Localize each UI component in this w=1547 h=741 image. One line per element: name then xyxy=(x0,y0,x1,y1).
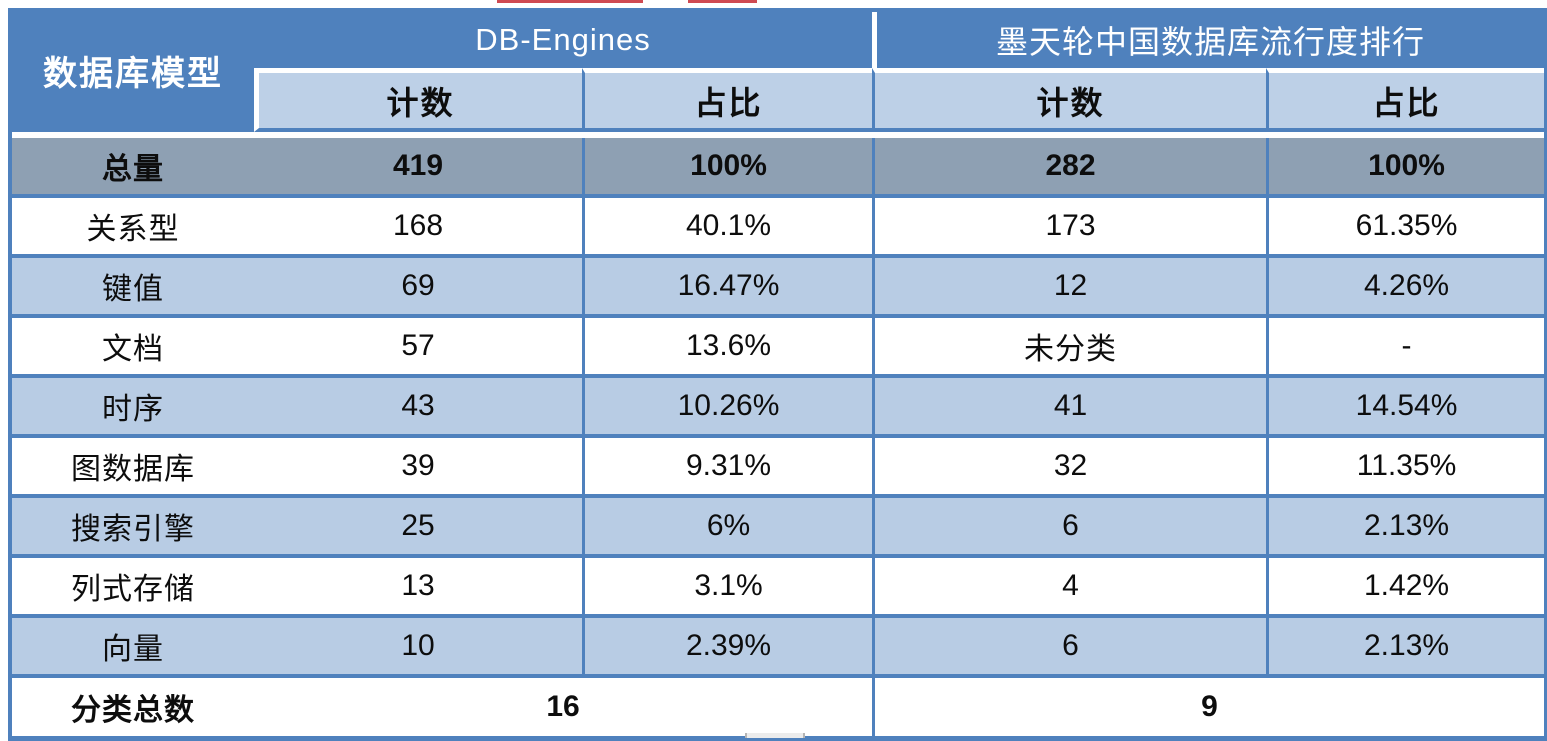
column-header-count-motianlun: 计数 xyxy=(872,68,1267,132)
table-row-search-engine: 搜索引擎 25 6% 6 2.13% xyxy=(12,498,1545,558)
row-label: 总量 xyxy=(12,138,254,198)
row-label: 时序 xyxy=(12,378,254,438)
column-header-share-dbengines: 占比 xyxy=(582,68,873,132)
table-cell: 4 xyxy=(872,558,1267,618)
column-group-db-engines: DB-Engines xyxy=(254,12,873,68)
table-cell: 6 xyxy=(872,618,1267,678)
table-cell: 10.26% xyxy=(582,378,873,438)
table-row-key-value: 键值 69 16.47% 12 4.26% xyxy=(12,258,1545,318)
table-cell: 419 xyxy=(254,138,582,198)
table-row-document: 文档 57 13.6% 未分类 - xyxy=(12,318,1545,378)
table-cell: 2.13% xyxy=(1266,498,1545,558)
row-label: 向量 xyxy=(12,618,254,678)
table-cell: 32 xyxy=(872,438,1267,498)
table-cell: 2.13% xyxy=(1266,618,1545,678)
row-label: 列式存储 xyxy=(12,558,254,618)
spacer-cell xyxy=(12,132,254,138)
table-row-columnar: 列式存储 13 3.1% 4 1.42% xyxy=(12,558,1545,618)
table-cell: 12 xyxy=(872,258,1267,318)
table-cell: 41 xyxy=(872,378,1267,438)
table-cell: 40.1% xyxy=(582,198,873,258)
table-header: 数据库模型 DB-Engines 墨天轮中国数据库流行度排行 计数 占比 计数 … xyxy=(12,12,1545,132)
column-header-count-dbengines: 计数 xyxy=(254,68,582,132)
table-cell: 173 xyxy=(872,198,1267,258)
table-cell: 6 xyxy=(872,498,1267,558)
column-header-share-motianlun: 占比 xyxy=(1266,68,1545,132)
table-cell: - xyxy=(1266,318,1545,378)
row-label: 关系型 xyxy=(12,198,254,258)
row-label: 文档 xyxy=(12,318,254,378)
spacer-cell xyxy=(582,132,873,138)
table-cell: 100% xyxy=(1266,138,1545,198)
table-cell: 2.39% xyxy=(582,618,873,678)
table-cell: 168 xyxy=(254,198,582,258)
table-cell: 9.31% xyxy=(582,438,873,498)
row-label: 图数据库 xyxy=(12,438,254,498)
table-cell: 11.35% xyxy=(1266,438,1545,498)
row-label: 键值 xyxy=(12,258,254,318)
table-cell: 16 xyxy=(254,678,873,736)
table-row-graph: 图数据库 39 9.31% 32 11.35% xyxy=(12,438,1545,498)
table-cell: 43 xyxy=(254,378,582,438)
table-cell: 1.42% xyxy=(1266,558,1545,618)
header-body-spacer xyxy=(12,132,1545,138)
table-cell: 3.1% xyxy=(582,558,873,618)
table-cell: 61.35% xyxy=(1266,198,1545,258)
table-cell: 13 xyxy=(254,558,582,618)
table-row-category-total: 分类总数 16 9 xyxy=(12,678,1545,736)
table-cell: 39 xyxy=(254,438,582,498)
table-row-total: 总量 419 100% 282 100% xyxy=(12,138,1545,198)
table-row-time-series: 时序 43 10.26% 41 14.54% xyxy=(12,378,1545,438)
table-cell: 282 xyxy=(872,138,1267,198)
cropped-text-artifact xyxy=(497,0,643,3)
table-body: 总量 419 100% 282 100% 关系型 168 40.1% 173 6… xyxy=(12,132,1545,736)
table-cell: 57 xyxy=(254,318,582,378)
table-cell: 16.47% xyxy=(582,258,873,318)
table-cell: 9 xyxy=(872,678,1545,736)
table-cell: 69 xyxy=(254,258,582,318)
table-cell: 未分类 xyxy=(872,318,1267,378)
table-row-vector: 向量 10 2.39% 6 2.13% xyxy=(12,618,1545,678)
header-sub-row: 计数 占比 计数 占比 xyxy=(12,68,1545,132)
row-label: 搜索引擎 xyxy=(12,498,254,558)
table-cell: 25 xyxy=(254,498,582,558)
database-model-comparison-table: 数据库模型 DB-Engines 墨天轮中国数据库流行度排行 计数 占比 计数 … xyxy=(8,8,1547,741)
table-cell: 6% xyxy=(582,498,873,558)
header-group-row: 数据库模型 DB-Engines 墨天轮中国数据库流行度排行 xyxy=(12,12,1545,132)
spacer-cell xyxy=(872,132,1267,138)
table-cell: 4.26% xyxy=(1266,258,1545,318)
table-cell: 13.6% xyxy=(582,318,873,378)
spacer-cell xyxy=(1266,132,1545,138)
row-label: 分类总数 xyxy=(12,678,254,736)
table-cell: 10 xyxy=(254,618,582,678)
cropped-text-artifact xyxy=(688,0,757,3)
table-cell: 100% xyxy=(582,138,873,198)
column-group-motianlun-ranking: 墨天轮中国数据库流行度排行 xyxy=(872,12,1545,68)
table-cell: 14.54% xyxy=(1266,378,1545,438)
cropped-content-artifact xyxy=(745,733,805,738)
table-row-relational: 关系型 168 40.1% 173 61.35% xyxy=(12,198,1545,258)
spacer-cell xyxy=(254,132,582,138)
column-header-database-model: 数据库模型 xyxy=(12,12,254,132)
